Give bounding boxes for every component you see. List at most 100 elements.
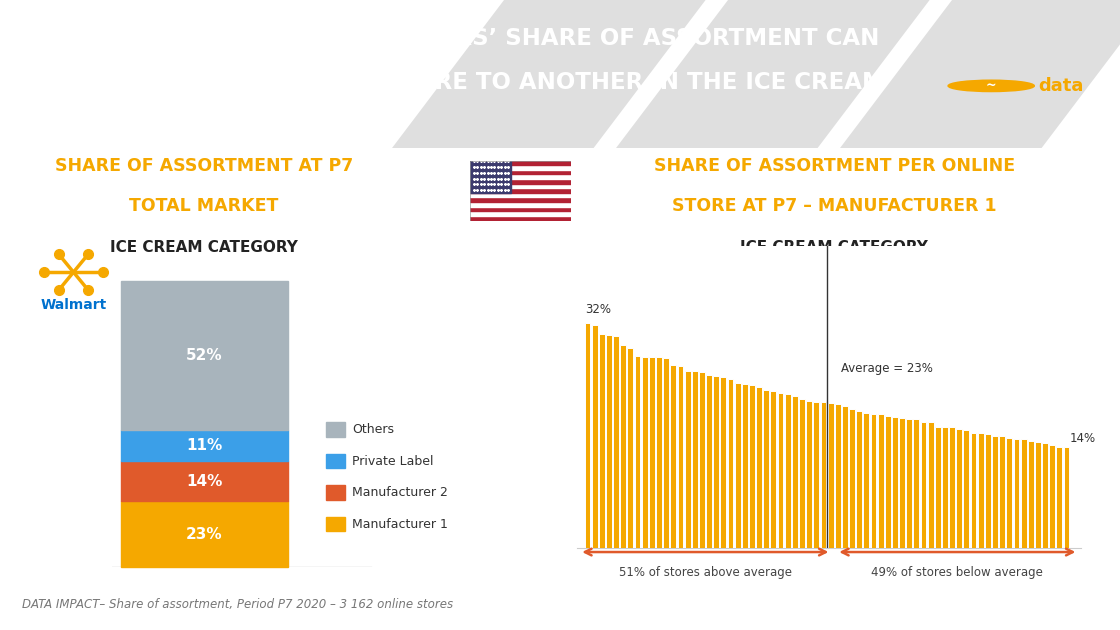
Bar [1007, 438, 1012, 548]
Bar [663, 358, 669, 548]
Bar [1049, 445, 1055, 548]
Text: CATEGORY: CATEGORY [20, 115, 156, 139]
Bar [899, 418, 905, 548]
Bar [326, 422, 345, 437]
Bar [792, 396, 797, 548]
Text: SHARE OF ASSORTMENT AT P7: SHARE OF ASSORTMENT AT P7 [55, 157, 353, 175]
Text: 32%: 32% [586, 302, 612, 316]
Bar [470, 175, 571, 179]
Text: 52%: 52% [186, 348, 223, 363]
Bar [942, 428, 948, 548]
Bar [864, 413, 869, 548]
Bar [921, 422, 926, 548]
Polygon shape [392, 0, 706, 148]
Bar [706, 375, 712, 548]
Bar [470, 193, 571, 197]
Bar [1014, 438, 1019, 548]
Bar [1042, 443, 1048, 548]
Bar [935, 427, 941, 548]
Bar [642, 357, 647, 548]
Text: impact: impact [1099, 77, 1120, 95]
Bar [627, 348, 633, 548]
Text: 11%: 11% [186, 438, 223, 453]
Bar [785, 394, 791, 548]
Text: STORE AT P7 – MANUFACTURER 1: STORE AT P7 – MANUFACTURER 1 [672, 197, 997, 215]
Bar [591, 325, 598, 548]
Bar [678, 366, 683, 548]
Text: Private Label: Private Label [352, 455, 433, 467]
Bar [777, 392, 784, 548]
Text: 23%: 23% [186, 527, 223, 542]
Polygon shape [616, 0, 930, 148]
Bar [470, 170, 571, 175]
Bar [978, 433, 983, 548]
Bar [121, 280, 288, 430]
Bar [834, 404, 841, 548]
Text: SHARE OF ASSORTMENT PER ONLINE: SHARE OF ASSORTMENT PER ONLINE [654, 157, 1015, 175]
Bar [1035, 442, 1040, 548]
Bar [326, 485, 345, 500]
Bar [735, 383, 740, 548]
Text: Others: Others [352, 423, 394, 436]
Bar [821, 403, 827, 548]
Bar [741, 384, 748, 548]
Bar [713, 376, 719, 548]
Text: DATA IMPACT– Share of assortment, Period P7 2020 – 3 162 online stores: DATA IMPACT– Share of assortment, Period… [22, 598, 454, 611]
Bar [613, 336, 619, 548]
Text: TOTAL MARKET: TOTAL MARKET [129, 197, 279, 215]
Bar [585, 323, 590, 548]
Bar [470, 216, 571, 220]
Bar [849, 409, 855, 548]
Bar [870, 414, 877, 548]
Bar [470, 165, 571, 170]
Bar [813, 401, 819, 548]
Bar [671, 365, 676, 548]
Bar [684, 371, 691, 548]
Bar [892, 417, 898, 548]
Bar [470, 161, 571, 165]
Bar [771, 391, 776, 548]
Text: Walmart: Walmart [40, 298, 106, 312]
Bar [470, 156, 511, 193]
Circle shape [948, 80, 1034, 91]
Bar [1056, 447, 1062, 548]
Text: 14%: 14% [1070, 432, 1096, 445]
Bar [756, 387, 762, 548]
Text: 51% of stores above average: 51% of stores above average [619, 566, 792, 578]
Bar [121, 461, 288, 501]
Text: Manufacturer 1: Manufacturer 1 [352, 518, 448, 530]
Polygon shape [840, 0, 1120, 148]
Bar [999, 436, 1005, 548]
Text: DOUBLE FROM ONE ONLINE STORE TO ANOTHER IN THE ICE CREAM: DOUBLE FROM ONE ONLINE STORE TO ANOTHER … [20, 71, 885, 94]
Bar [1064, 447, 1070, 548]
Bar [470, 197, 571, 202]
Bar [842, 406, 848, 548]
Bar [799, 399, 805, 548]
Bar [648, 357, 655, 548]
Text: Average = 23%: Average = 23% [841, 362, 933, 375]
Bar [121, 430, 288, 461]
Text: AT WALMART, THE MANUFACTURERS’ SHARE OF ASSORTMENT CAN: AT WALMART, THE MANUFACTURERS’ SHARE OF … [20, 26, 879, 50]
Text: Walmart: Walmart [1008, 298, 1075, 312]
Bar [470, 184, 571, 188]
Bar [984, 433, 991, 548]
Bar [692, 371, 698, 548]
Bar [699, 372, 704, 548]
Bar [620, 345, 626, 548]
Text: ~: ~ [986, 79, 997, 93]
Text: 49% of stores below average: 49% of stores below average [871, 566, 1043, 578]
Bar [956, 428, 962, 548]
Text: ICE CREAM CATEGORY: ICE CREAM CATEGORY [110, 239, 298, 255]
Bar [470, 211, 571, 216]
Bar [992, 435, 998, 548]
Bar [606, 335, 612, 548]
Text: Manufacturer 2: Manufacturer 2 [352, 486, 448, 499]
Bar [470, 202, 571, 207]
Bar [857, 411, 862, 548]
Bar [949, 428, 955, 548]
Bar [720, 377, 726, 548]
Bar [599, 334, 605, 548]
Bar [878, 414, 884, 548]
Bar [1020, 438, 1027, 548]
Text: ICE CREAM CATEGORY: ICE CREAM CATEGORY [740, 239, 928, 255]
